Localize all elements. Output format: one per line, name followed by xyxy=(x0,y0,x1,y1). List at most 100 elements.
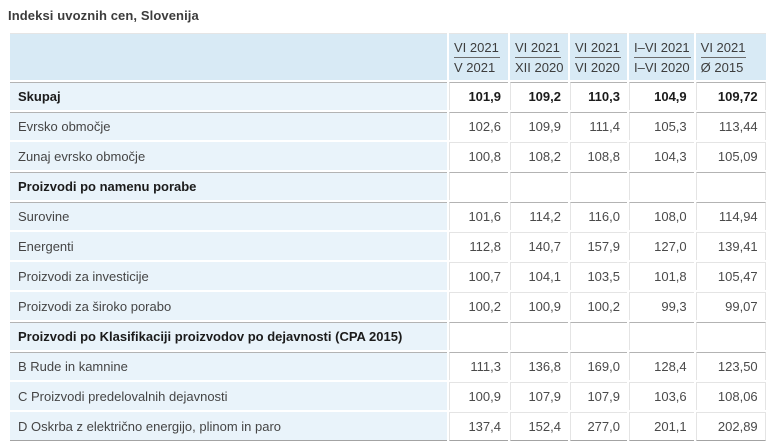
table-header: VI 2021 V 2021 VI 2021 XII 2020 VI 2021 VI 20… xyxy=(10,33,766,80)
value-cell: 113,44 xyxy=(695,112,766,140)
value-cell: 114,2 xyxy=(510,202,568,230)
value-cell xyxy=(449,322,508,350)
table-row: Skupaj 101,9 109,2 110,3 104,9 109,72 xyxy=(10,82,766,110)
value-cell: 152,4 xyxy=(510,412,568,441)
table-row: D Oskrba z električno energijo, plinom i… xyxy=(10,412,766,441)
table-row: Proizvodi za investicije 100,7 104,1 103,5 1… xyxy=(10,262,766,290)
value-cell: 157,9 xyxy=(570,232,627,260)
row-label-cell: Proizvodi po namenu porabe xyxy=(10,172,447,200)
value-cell: 100,2 xyxy=(449,292,508,320)
value-cell: 104,9 xyxy=(629,82,694,110)
value-cell xyxy=(510,172,568,200)
row-label-cell: C Proizvodi predelovalnih dejavnosti xyxy=(10,382,447,410)
value-cell: 101,6 xyxy=(449,202,508,230)
row-label-cell: Surovine xyxy=(10,202,447,230)
table-row: C Proizvodi predelovalnih dejavnosti 100,… xyxy=(10,382,766,410)
value-cell: 111,3 xyxy=(449,352,508,380)
value-cell: 108,2 xyxy=(510,142,568,170)
value-cell xyxy=(695,322,766,350)
value-cell: 110,3 xyxy=(570,82,627,110)
value-cell: 139,41 xyxy=(695,232,766,260)
period-numerator-text: VI 2021 xyxy=(700,40,747,58)
period-numerator: VI 2021 xyxy=(515,40,565,58)
value-cell xyxy=(570,322,627,350)
row-label-cell: Energenti xyxy=(10,232,447,260)
value-cell xyxy=(570,172,627,200)
table-row: Energenti 112,8 140,7 157,9 127,0 139,41 xyxy=(10,232,766,260)
value-cell: 100,9 xyxy=(449,382,508,410)
row-label-cell: Zunaj evrsko območje xyxy=(10,142,447,170)
value-cell: 112,8 xyxy=(449,232,508,260)
period-numerator: I–VI 2021 xyxy=(634,40,691,58)
section-row: Proizvodi po namenu porabe xyxy=(10,172,766,200)
value-cell: 108,0 xyxy=(629,202,694,230)
table-row: Zunaj evrsko območje 100,8 108,2 108,8 104,3… xyxy=(10,142,766,170)
value-cell: 107,9 xyxy=(570,382,627,410)
value-cell: 100,9 xyxy=(510,292,568,320)
value-cell: 103,6 xyxy=(629,382,694,410)
value-cell: 202,89 xyxy=(695,412,766,441)
period-numerator: VI 2021 xyxy=(575,40,624,58)
value-cell: 111,4 xyxy=(570,112,627,140)
column-header: VI 2021 VI 2020 xyxy=(570,33,627,80)
value-cell: 99,07 xyxy=(695,292,766,320)
value-cell: 100,8 xyxy=(449,142,508,170)
value-cell: 107,9 xyxy=(510,382,568,410)
column-header: VI 2021 V 2021 xyxy=(449,33,508,80)
value-cell: 108,06 xyxy=(695,382,766,410)
row-label-cell: D Oskrba z električno energijo, plinom i… xyxy=(10,412,447,441)
value-cell: 109,9 xyxy=(510,112,568,140)
value-cell xyxy=(629,172,694,200)
row-label-cell: B Rude in kamnine xyxy=(10,352,447,380)
value-cell: 101,8 xyxy=(629,262,694,290)
value-cell: 100,2 xyxy=(570,292,627,320)
value-cell: 104,1 xyxy=(510,262,568,290)
value-cell xyxy=(629,322,694,350)
table-row: Surovine 101,6 114,2 116,0 108,0 114,94 xyxy=(10,202,766,230)
value-cell: 105,47 xyxy=(695,262,766,290)
value-cell: 128,4 xyxy=(629,352,694,380)
column-header: VI 2021 XII 2020 xyxy=(510,33,568,80)
value-cell xyxy=(695,172,766,200)
value-cell xyxy=(510,322,568,350)
period-denominator: Ø 2015 xyxy=(700,60,744,75)
row-label-cell: Skupaj xyxy=(10,82,447,110)
table-row: Evrsko območje 102,6 109,9 111,4 105,3 113,44 xyxy=(10,112,766,140)
period-numerator: VI 2021 xyxy=(454,40,505,58)
value-cell: 99,3 xyxy=(629,292,694,320)
period-denominator: I–VI 2020 xyxy=(634,60,690,75)
column-header: VI 2021 Ø 2015 xyxy=(695,33,766,80)
value-cell: 105,3 xyxy=(629,112,694,140)
value-cell: 123,50 xyxy=(695,352,766,380)
value-cell: 201,1 xyxy=(629,412,694,441)
value-cell: 109,2 xyxy=(510,82,568,110)
table-body: Skupaj 101,9 109,2 110,3 104,9 109,72 Evrsko o… xyxy=(10,82,766,441)
period-numerator-text: VI 2021 xyxy=(515,40,561,58)
value-cell xyxy=(449,172,508,200)
period-numerator-text: I–VI 2021 xyxy=(634,40,691,58)
value-cell: 127,0 xyxy=(629,232,694,260)
page-title: Indeksi uvoznih cen, Slovenija xyxy=(8,8,199,23)
table-row: B Rude in kamnine 111,3 136,8 169,0 128,4 123… xyxy=(10,352,766,380)
value-cell: 136,8 xyxy=(510,352,568,380)
value-cell: 101,9 xyxy=(449,82,508,110)
table-row: Proizvodi za široko porabo 100,2 100,9 100,… xyxy=(10,292,766,320)
value-cell: 277,0 xyxy=(570,412,627,441)
value-cell: 169,0 xyxy=(570,352,627,380)
value-cell: 109,72 xyxy=(695,82,766,110)
period-numerator: VI 2021 xyxy=(700,40,763,58)
period-denominator: XII 2020 xyxy=(515,60,564,75)
row-label-cell: Proizvodi za široko porabo xyxy=(10,292,447,320)
value-cell: 140,7 xyxy=(510,232,568,260)
corner-header-cell xyxy=(10,33,447,80)
row-label-cell: Proizvodi po Klasifikaciji proizvodov po… xyxy=(10,322,447,350)
period-numerator-text: VI 2021 xyxy=(575,40,621,58)
period-denominator: V 2021 xyxy=(454,60,496,75)
row-label-cell: Proizvodi za investicije xyxy=(10,262,447,290)
value-cell: 137,4 xyxy=(449,412,508,441)
period-denominator: VI 2020 xyxy=(575,60,620,75)
value-cell: 100,7 xyxy=(449,262,508,290)
value-cell: 104,3 xyxy=(629,142,694,170)
period-numerator-text: VI 2021 xyxy=(454,40,500,58)
